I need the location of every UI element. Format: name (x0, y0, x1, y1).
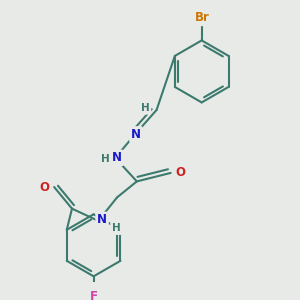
Text: H: H (100, 154, 109, 164)
Text: O: O (175, 167, 185, 179)
Text: H: H (112, 224, 121, 233)
Text: F: F (90, 290, 98, 300)
Text: Br: Br (195, 11, 210, 24)
Text: O: O (40, 181, 50, 194)
Text: N: N (112, 152, 122, 164)
Text: H: H (141, 103, 150, 113)
Text: N: N (97, 213, 107, 226)
Text: N: N (131, 128, 141, 141)
